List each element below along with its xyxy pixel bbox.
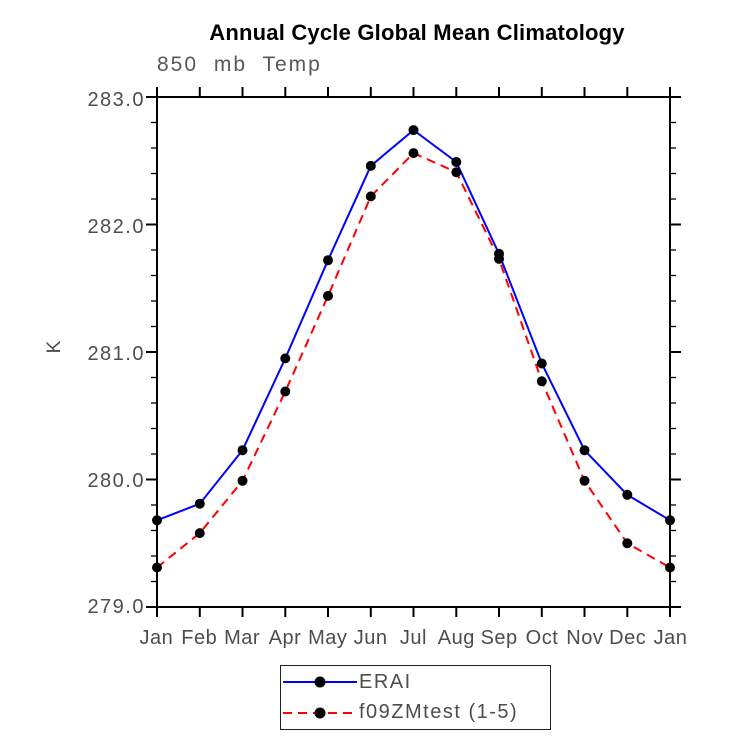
legend-line-sample-dashed (283, 707, 357, 719)
y-tick-label: 282.0 (87, 216, 145, 238)
legend: ERAI f09ZMtest (1-5) (280, 665, 551, 730)
y-tick-label: 279.0 (87, 596, 145, 618)
x-tick-label: Feb (181, 627, 218, 649)
chart-subtitle: 850 mb Temp (157, 53, 322, 76)
y-tick-label: 283.0 (87, 89, 145, 111)
x-tick-label: Aug (437, 627, 475, 649)
chart-title: Annual Cycle Global Mean Climatology (209, 20, 625, 45)
y-tick-label: 281.0 (87, 343, 145, 365)
x-tick-label: Sep (480, 627, 518, 649)
legend-label: ERAI (359, 670, 412, 693)
x-tick-label: Jan (653, 627, 688, 649)
x-tick-label: Mar (224, 627, 261, 649)
x-axis-tick-labels: Jan Feb Mar Apr May Jun Jul Aug Sep Oct … (135, 627, 692, 651)
x-tick-label: Nov (566, 627, 604, 649)
legend-entry-erai: ERAI (281, 668, 550, 696)
x-tick-label: Apr (268, 627, 302, 649)
x-tick-label: May (308, 627, 348, 649)
y-tick-label: 280.0 (87, 470, 145, 492)
x-tick-label: Jul (399, 627, 427, 649)
x-tick-label: Oct (525, 627, 559, 649)
x-tick-label: Dec (609, 627, 647, 649)
legend-label: f09ZMtest (1-5) (359, 701, 519, 724)
legend-entry-f09zmtest: f09ZMtest (1-5) (281, 699, 550, 727)
legend-line-sample-solid (283, 676, 357, 688)
x-tick-label: Jan (139, 627, 174, 649)
x-tick-label: Jun (353, 627, 388, 649)
